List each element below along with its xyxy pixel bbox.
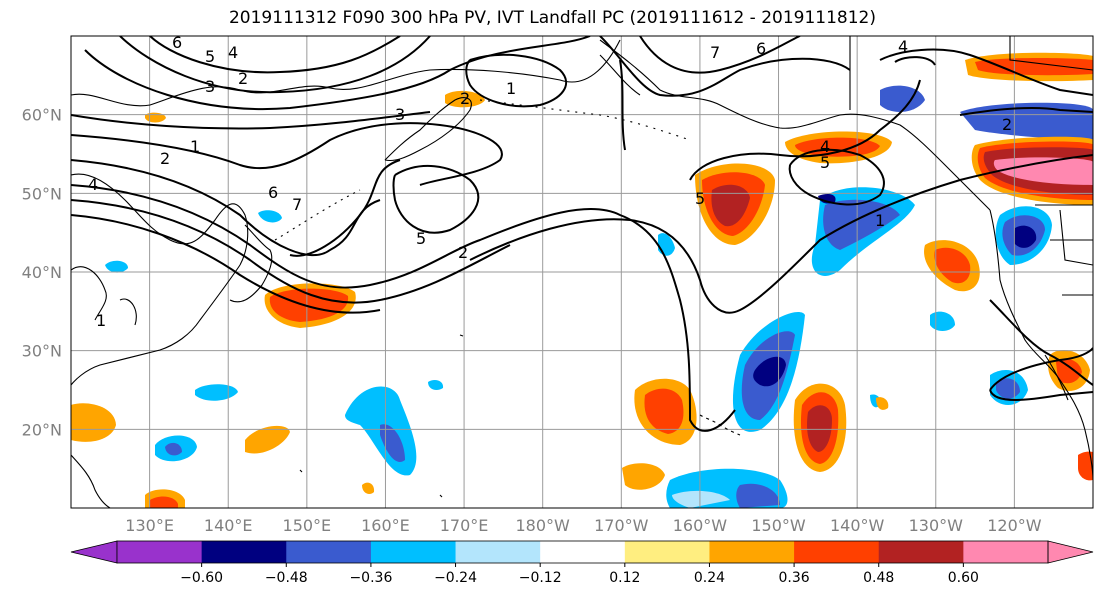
colorbar-segment	[117, 541, 203, 563]
colorbar-tick-label: −0.48	[265, 570, 308, 586]
longitude-label: 150°E	[283, 516, 332, 535]
latitude-label: 50°N	[22, 184, 62, 203]
contour-labels: 6 5 4 3 2 1 7 6 4 1 2 3 2 1 6 7 5 2 5 4 …	[88, 33, 1012, 330]
colorbar-extend-min	[70, 540, 118, 564]
longitude-labels: 130°E 140°E 150°E 160°E 170°E 180°W 170°W 160°W…	[125, 516, 1041, 535]
map-frame	[70, 35, 1094, 509]
negative-anomaly-blob	[995, 206, 1052, 265]
contour-label: 4	[820, 137, 830, 156]
colorbar-outline	[116, 540, 1049, 564]
positive-anomaly-blob	[264, 283, 356, 328]
positive-anomaly-blob	[924, 240, 980, 292]
contour-label: 2	[1002, 115, 1012, 134]
negative-anomaly-blob	[732, 311, 805, 432]
longitude-label: 160°E	[361, 516, 410, 535]
contour-label: 5	[695, 189, 705, 208]
longitude-label: 170°E	[440, 516, 489, 535]
colorbar-tick-label: 0.12	[609, 570, 640, 586]
colorbar-tick-label: 0.60	[948, 570, 979, 586]
contour-label: 2	[460, 89, 470, 108]
coastlines	[71, 36, 1093, 508]
colorbar-tick-label: 0.36	[779, 570, 810, 586]
latitude-label: 30°N	[22, 342, 62, 361]
colorbar-segment	[201, 541, 287, 563]
contour-label: 7	[710, 43, 720, 62]
negative-anomaly-blob	[666, 468, 788, 508]
contour-label: 3	[395, 105, 405, 124]
pv-contours	[71, 36, 1093, 432]
contour-label: 2	[160, 149, 170, 168]
longitude-label: 180°W	[516, 516, 571, 535]
map-title: 2019111312 F090 300 hPa PV, IVT Landfall…	[228, 8, 876, 28]
colorbar-tick-label: −0.60	[180, 570, 223, 586]
ivt-shading	[71, 52, 1093, 508]
colorbar-extend-max	[1047, 540, 1094, 564]
positive-anomaly-blob	[793, 383, 847, 472]
colorbar: −0.60 −0.48 −0.36 −0.24 −0.12 0.12 0.24 0.36 0.4…	[70, 540, 1094, 586]
negative-anomaly-blob	[345, 386, 417, 476]
contour-label: 7	[292, 195, 302, 214]
contour-label: 5	[205, 47, 215, 66]
contour-label: 2	[238, 69, 248, 88]
colorbar-segment	[794, 541, 880, 563]
longitude-label: 170°W	[594, 516, 649, 535]
colorbar-segment	[878, 541, 964, 563]
colorbar-tick-label: 0.24	[694, 570, 725, 586]
latitude-label: 20°N	[22, 420, 62, 439]
latitude-label: 60°N	[22, 106, 62, 125]
colorbar-segment	[709, 541, 795, 563]
colorbar-segment	[370, 541, 457, 563]
contour-label: 1	[96, 311, 106, 330]
contour-label: 3	[205, 77, 215, 96]
contour-label: 6	[268, 183, 278, 202]
contour-label: 6	[172, 33, 182, 52]
contour-label: 6	[756, 39, 766, 58]
longitude-label: 130°E	[125, 516, 174, 535]
colorbar-segment	[455, 541, 541, 563]
positive-anomaly-blob	[634, 378, 697, 445]
longitude-label: 120°W	[987, 516, 1042, 535]
contour-label: 5	[820, 153, 830, 172]
positive-anomaly-blob	[695, 163, 775, 245]
colorbar-tick-label: −0.24	[434, 570, 477, 586]
colorbar-tick-label: −0.12	[519, 570, 562, 586]
positive-anomaly-blob	[965, 52, 1093, 82]
contour-label: 1	[190, 137, 200, 156]
contour-label: 2	[458, 243, 468, 262]
longitude-label: 140°W	[830, 516, 885, 535]
latitude-label: 40°N	[22, 263, 62, 282]
longitude-label: 150°W	[751, 516, 806, 535]
colorbar-segment	[540, 541, 626, 563]
colorbar-tick-label: −0.36	[349, 570, 392, 586]
contour-label: 5	[416, 229, 426, 248]
positive-anomaly-blob	[71, 90, 1093, 508]
contour-label: 4	[228, 43, 238, 62]
contour-label: 4	[88, 175, 98, 194]
latitude-labels: 60°N 50°N 40°N 30°N 20°N	[22, 106, 62, 440]
longitude-label: 130°W	[909, 516, 964, 535]
colorbar-segment	[963, 541, 1049, 563]
contour-label: 1	[506, 79, 516, 98]
longitude-label: 140°E	[204, 516, 253, 535]
colorbar-segment	[624, 541, 710, 563]
colorbar-tick-label: 0.48	[863, 570, 894, 586]
contour-label: 1	[875, 211, 885, 230]
contour-label: 4	[898, 37, 908, 56]
longitude-label: 160°W	[673, 516, 728, 535]
graticule-grid	[71, 36, 1093, 508]
negative-anomaly-blob	[880, 85, 1093, 140]
colorbar-segment	[286, 541, 372, 563]
